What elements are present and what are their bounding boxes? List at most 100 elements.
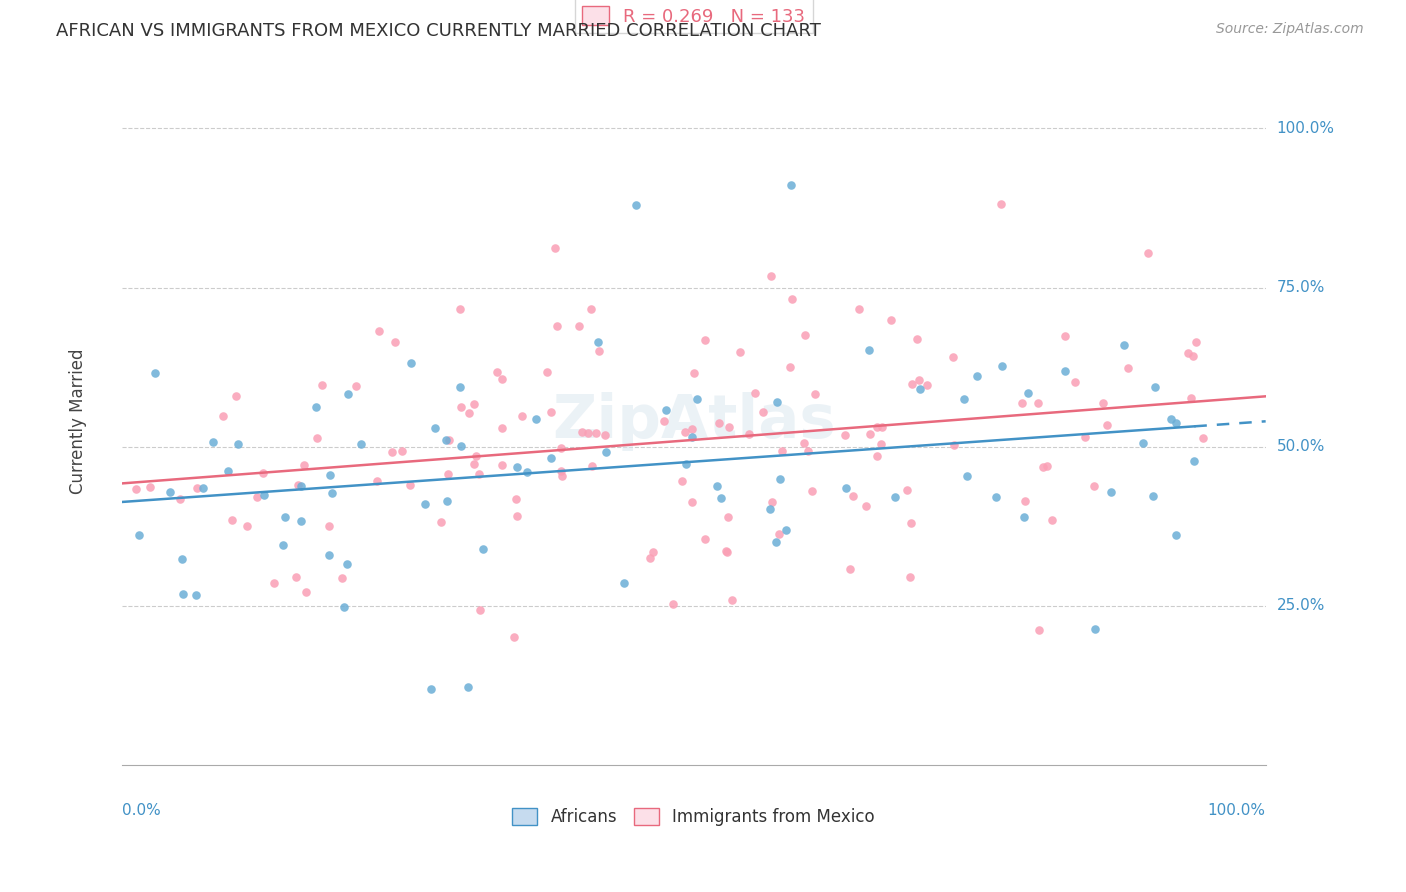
Point bbox=[449, 380, 471, 394]
Point bbox=[436, 467, 458, 481]
Point bbox=[1137, 246, 1160, 260]
Legend: Africans, Immigrants from Mexico: Africans, Immigrants from Mexico bbox=[506, 801, 882, 832]
Point bbox=[184, 588, 207, 602]
Point bbox=[413, 497, 436, 511]
Point bbox=[1182, 454, 1205, 468]
Point bbox=[759, 269, 782, 284]
Point bbox=[681, 422, 703, 436]
Point bbox=[641, 545, 664, 559]
Point bbox=[744, 386, 766, 401]
Point bbox=[307, 431, 329, 445]
Point bbox=[450, 400, 472, 414]
Point bbox=[842, 489, 865, 503]
Point bbox=[866, 419, 889, 434]
Point bbox=[794, 327, 817, 342]
Point bbox=[284, 570, 307, 584]
Point bbox=[1132, 436, 1154, 450]
Point bbox=[311, 377, 333, 392]
Point bbox=[1114, 338, 1136, 352]
Point bbox=[1028, 623, 1050, 637]
Point bbox=[626, 198, 648, 212]
Point bbox=[673, 425, 696, 439]
Point bbox=[246, 490, 269, 504]
Point bbox=[595, 444, 617, 458]
Point bbox=[170, 552, 193, 566]
Point bbox=[1040, 513, 1063, 527]
Point bbox=[1160, 412, 1182, 426]
Point bbox=[761, 494, 783, 508]
Point bbox=[870, 436, 893, 450]
Point bbox=[457, 406, 479, 420]
Point bbox=[491, 458, 513, 473]
Text: Source: ZipAtlas.com: Source: ZipAtlas.com bbox=[1216, 22, 1364, 37]
Point bbox=[581, 459, 603, 474]
Point bbox=[419, 681, 441, 696]
Point bbox=[834, 428, 856, 442]
Point bbox=[952, 392, 974, 407]
Point bbox=[908, 373, 931, 387]
Text: 75.0%: 75.0% bbox=[1277, 280, 1324, 295]
Point bbox=[858, 343, 880, 357]
Point bbox=[425, 421, 447, 435]
Point bbox=[221, 512, 243, 526]
Point bbox=[588, 344, 610, 359]
Point bbox=[943, 438, 966, 452]
Point bbox=[463, 457, 485, 471]
Point bbox=[681, 430, 703, 444]
Point bbox=[717, 510, 740, 524]
Point bbox=[536, 365, 558, 379]
Point bbox=[942, 351, 965, 365]
Point bbox=[1181, 349, 1204, 363]
Point bbox=[367, 324, 389, 338]
Point bbox=[710, 491, 733, 505]
Point bbox=[568, 318, 591, 333]
Point bbox=[752, 405, 775, 419]
Point bbox=[718, 419, 741, 434]
Point bbox=[855, 500, 877, 514]
Point bbox=[1164, 528, 1187, 542]
Point bbox=[186, 481, 208, 495]
Point bbox=[550, 441, 572, 455]
Point bbox=[714, 544, 737, 558]
Point bbox=[295, 584, 318, 599]
Point bbox=[437, 434, 460, 448]
Point bbox=[290, 514, 312, 528]
Point bbox=[384, 334, 406, 349]
Point bbox=[915, 377, 938, 392]
Point bbox=[716, 544, 738, 558]
Point bbox=[586, 335, 609, 350]
Point bbox=[1014, 509, 1036, 524]
Point bbox=[1084, 622, 1107, 636]
Point bbox=[449, 302, 471, 317]
Point bbox=[336, 387, 359, 401]
Point bbox=[506, 459, 529, 474]
Point bbox=[436, 493, 458, 508]
Point bbox=[516, 465, 538, 479]
Text: ZipAtlas: ZipAtlas bbox=[551, 392, 835, 450]
Point bbox=[905, 332, 928, 346]
Text: AFRICAN VS IMMIGRANTS FROM MEXICO CURRENTLY MARRIED CORRELATION CHART: AFRICAN VS IMMIGRANTS FROM MEXICO CURREN… bbox=[56, 22, 821, 40]
Point bbox=[491, 420, 513, 434]
Text: Currently Married: Currently Married bbox=[69, 349, 87, 494]
Point bbox=[1144, 380, 1167, 394]
Point bbox=[1185, 334, 1208, 349]
Point bbox=[344, 379, 367, 393]
Point bbox=[1053, 364, 1076, 378]
Point bbox=[540, 451, 562, 466]
Point bbox=[506, 508, 529, 523]
Point bbox=[505, 492, 527, 507]
Point bbox=[956, 469, 979, 483]
Point bbox=[540, 405, 562, 419]
Point bbox=[457, 680, 479, 694]
Point bbox=[273, 509, 295, 524]
Point bbox=[321, 485, 343, 500]
Point bbox=[866, 449, 889, 463]
Point bbox=[305, 401, 328, 415]
Point bbox=[779, 359, 801, 374]
Point bbox=[191, 481, 214, 495]
Point bbox=[471, 542, 494, 557]
Point bbox=[510, 409, 533, 423]
Point bbox=[1063, 376, 1085, 390]
Point bbox=[759, 501, 782, 516]
Point bbox=[910, 382, 932, 396]
